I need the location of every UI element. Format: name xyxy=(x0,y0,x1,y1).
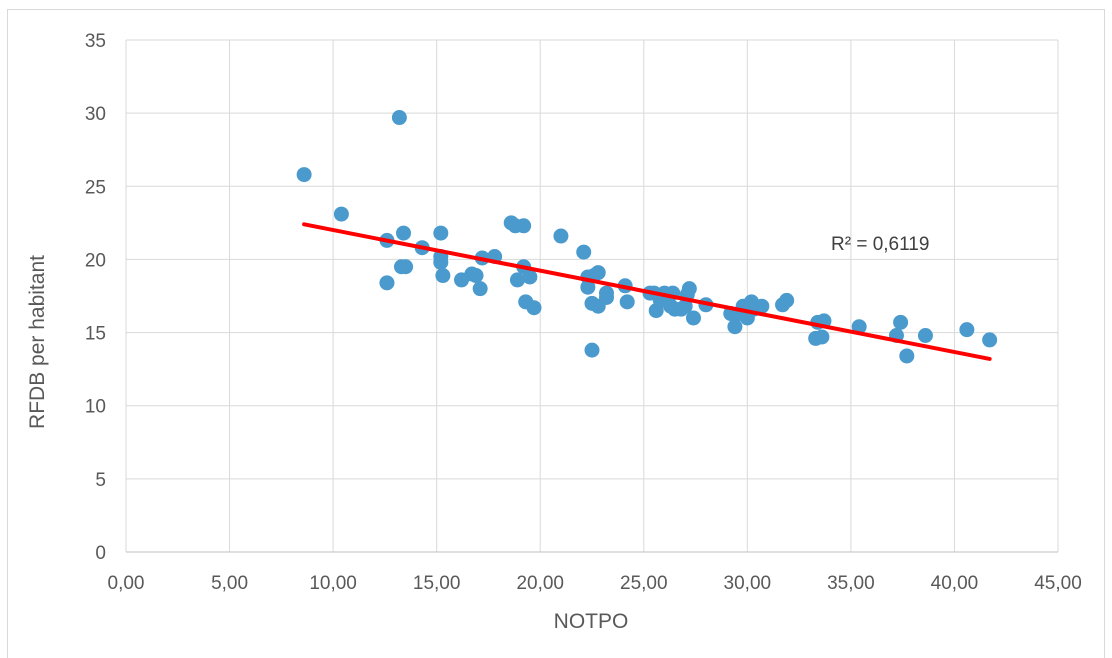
x-tick-label: 5,00 xyxy=(211,573,248,594)
data-point xyxy=(296,167,312,183)
data-point xyxy=(685,310,701,326)
y-tick-label: 25 xyxy=(85,177,106,198)
data-point xyxy=(727,319,743,335)
x-tick-label: 40,00 xyxy=(931,573,979,594)
data-point xyxy=(681,281,697,297)
data-point xyxy=(779,292,795,308)
chart-frame xyxy=(7,9,1105,658)
data-point xyxy=(899,348,915,364)
x-axis-title: NOTPO xyxy=(554,610,629,633)
x-tick-label: 20,00 xyxy=(516,573,564,594)
y-tick-label: 10 xyxy=(85,397,106,418)
data-point xyxy=(893,314,909,330)
data-point xyxy=(435,268,451,284)
x-tick-label: 0,00 xyxy=(108,573,145,594)
data-point xyxy=(391,110,407,126)
x-tick-label: 45,00 xyxy=(1034,573,1082,594)
data-point xyxy=(379,275,395,291)
data-point xyxy=(396,225,412,241)
y-tick-label: 5 xyxy=(95,470,106,491)
data-point xyxy=(754,298,770,314)
data-point xyxy=(584,342,600,358)
data-point xyxy=(516,218,532,234)
x-tick-label: 35,00 xyxy=(827,573,875,594)
y-tick-label: 15 xyxy=(85,324,106,345)
y-tick-label: 35 xyxy=(85,31,106,52)
data-point xyxy=(509,272,525,288)
data-point xyxy=(851,319,867,335)
data-point xyxy=(433,254,449,270)
data-point xyxy=(590,265,606,281)
data-point xyxy=(580,279,596,295)
x-tick-label: 25,00 xyxy=(620,573,668,594)
data-point xyxy=(526,300,542,316)
data-point xyxy=(959,322,975,338)
data-point xyxy=(472,281,488,297)
y-tick-labels: 0 5 10 15 20 25 30 35 xyxy=(85,31,106,564)
y-tick-label: 30 xyxy=(85,104,106,125)
data-point xyxy=(598,289,614,305)
x-tick-label: 15,00 xyxy=(413,573,461,594)
data-point xyxy=(433,225,449,241)
data-point xyxy=(917,327,933,343)
data-point xyxy=(522,269,538,285)
trendline xyxy=(302,222,992,361)
x-tick-label: 30,00 xyxy=(724,573,772,594)
r-squared-annotation: R² = 0,6119 xyxy=(831,234,929,255)
data-point xyxy=(982,332,998,348)
data-point xyxy=(333,206,349,222)
y-tick-label: 20 xyxy=(85,250,106,271)
data-point xyxy=(398,259,414,275)
data-point xyxy=(576,244,592,260)
data-point xyxy=(814,329,830,345)
y-axis-title: RFDB per habitant xyxy=(26,255,49,429)
data-point xyxy=(619,294,635,310)
trendline-group xyxy=(302,222,992,361)
x-tick-label: 10,00 xyxy=(309,573,357,594)
data-point xyxy=(468,268,484,284)
y-tick-label: 0 xyxy=(95,543,106,564)
data-point xyxy=(677,298,693,314)
x-tick-labels: 0,00 5,00 10,00 15,00 20,00 25,00 30,00 35,00 40… xyxy=(108,573,1082,594)
data-point xyxy=(553,228,569,244)
